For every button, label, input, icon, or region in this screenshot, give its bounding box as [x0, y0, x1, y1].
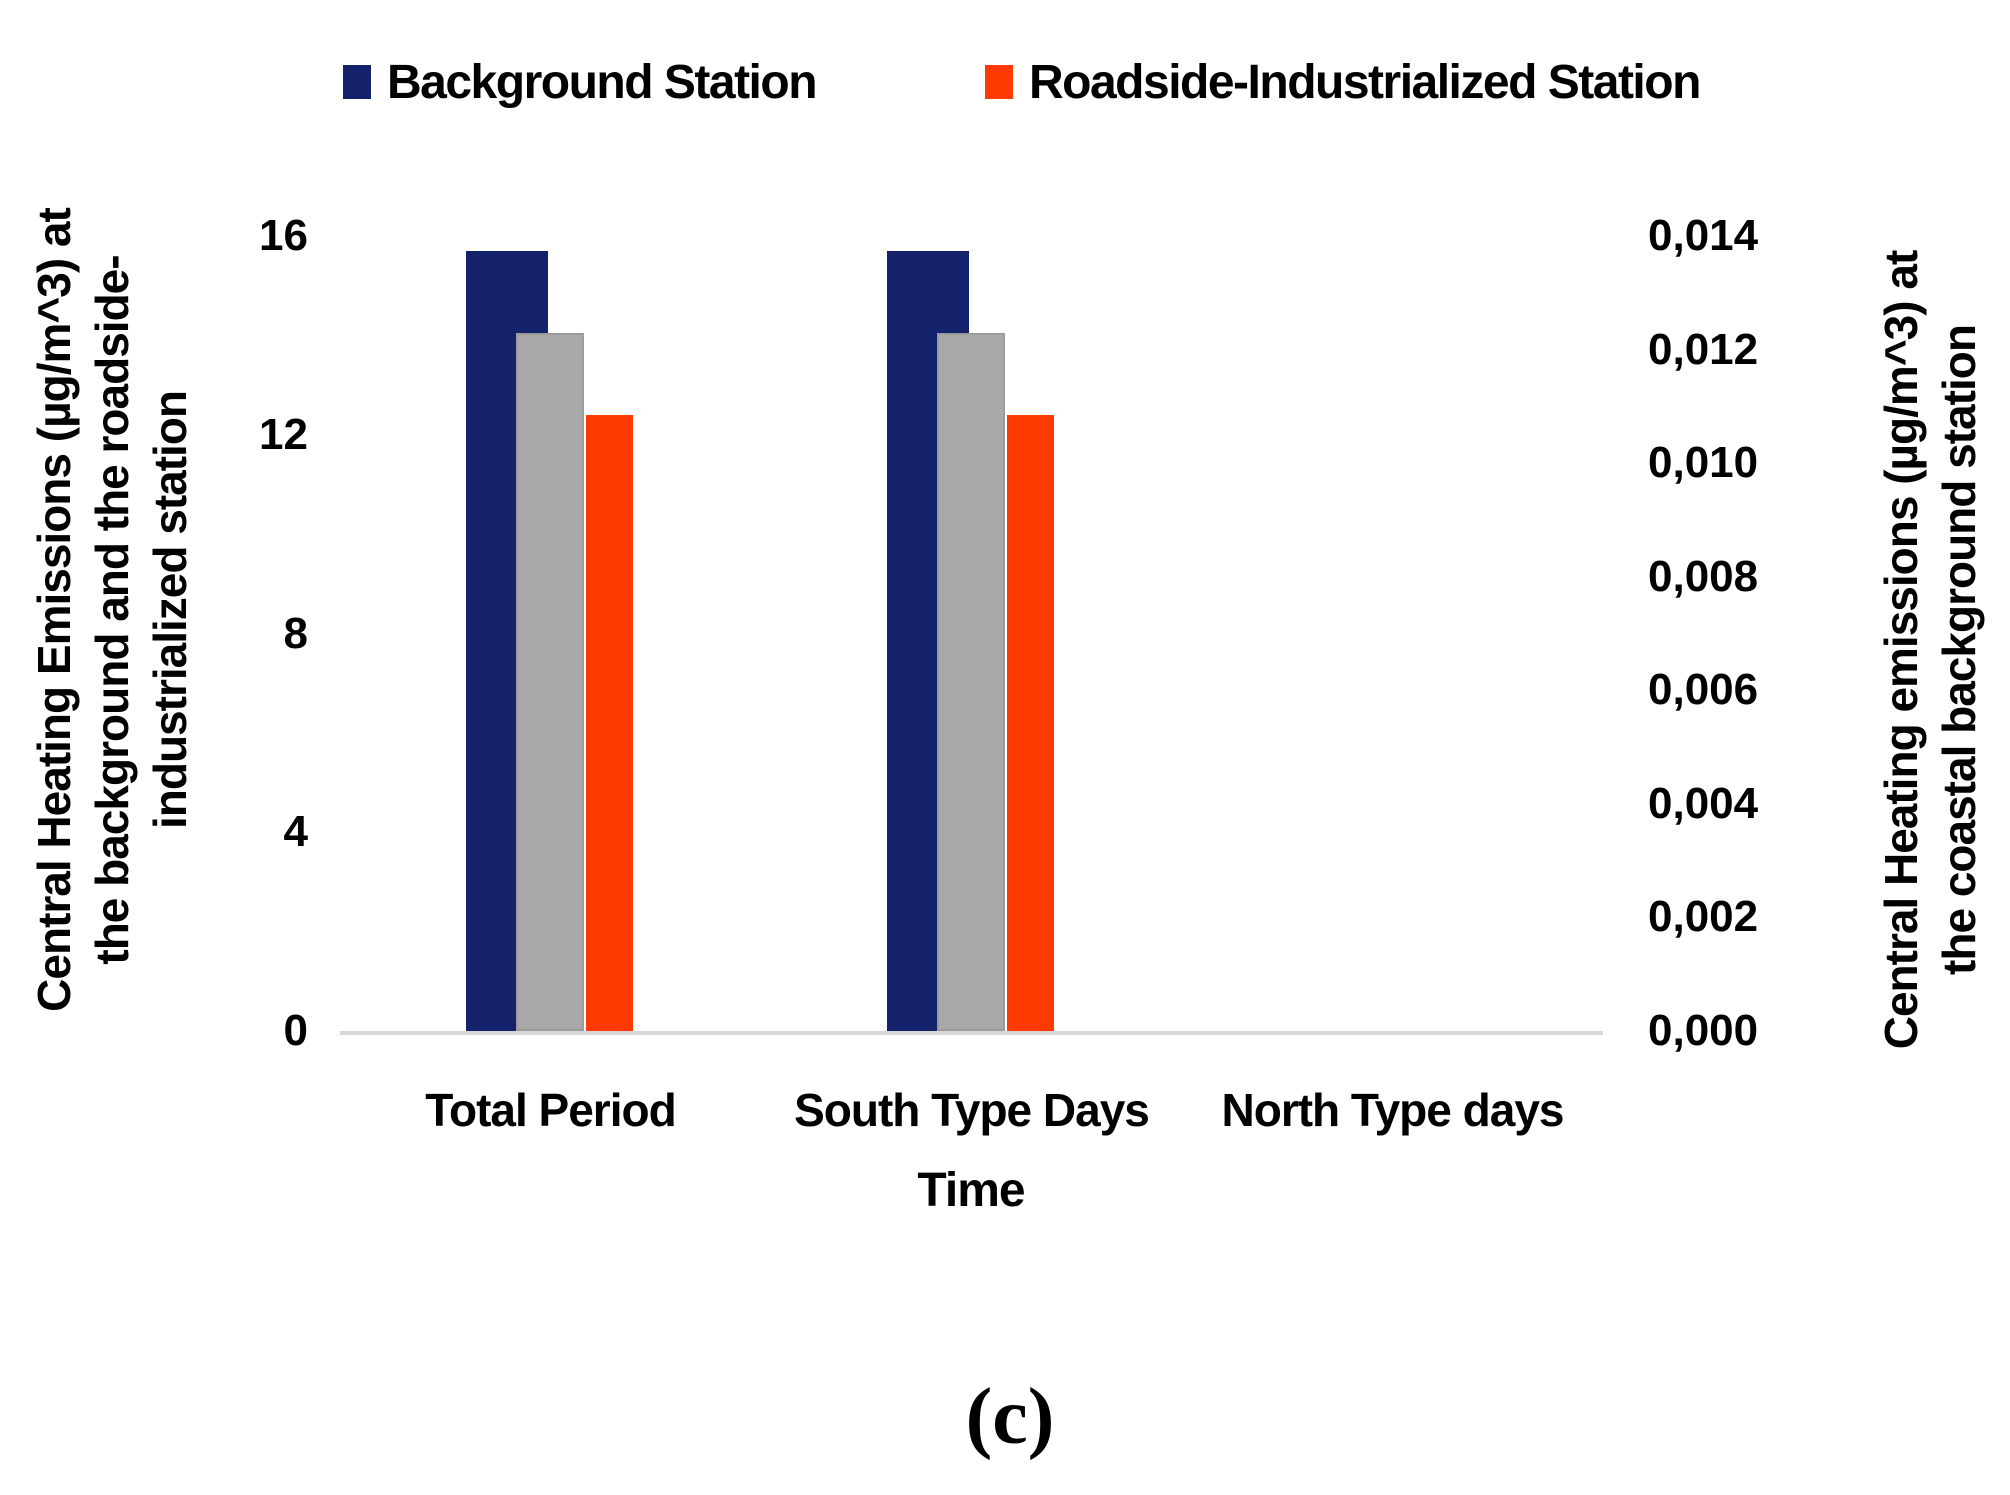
- legend-label-roadside-industrialized-station: Roadside-Industrialized Station: [1029, 55, 1701, 109]
- left-axis-title-line-2: the background and the roadside-: [86, 255, 138, 965]
- x-axis-title: Time: [917, 1164, 1025, 1217]
- x-axis-category-label: South Type Days: [794, 1084, 1150, 1136]
- legend-swatch-roadside-industrialized-station: [985, 65, 1013, 99]
- bar-series2-cat2: [937, 332, 1005, 1031]
- bar-series3-cat2: [1007, 414, 1054, 1031]
- right-axis-tick-label: 0,012: [1648, 324, 1759, 374]
- left-axis-tick-label: 16: [259, 211, 308, 260]
- right-axis-tick-label: 0,008: [1648, 551, 1759, 601]
- right-axis-tick-label: 0,006: [1648, 665, 1759, 715]
- legend-item-background-station: Background Station: [343, 50, 818, 114]
- x-axis-category-label: North Type days: [1221, 1084, 1565, 1136]
- x-axis-category-label: Total Period: [425, 1084, 676, 1136]
- legend-swatch-background-station: [343, 65, 371, 99]
- legend-item-roadside-industrialized-station: Roadside-Industrialized Station: [985, 50, 1701, 114]
- left-axis-tick-label: 8: [283, 608, 308, 658]
- right-axis-title-line-2: the coastal background station: [1933, 325, 1985, 975]
- left-axis-title-line-1: Central Heating Emissions (µg/m^3) at: [28, 208, 80, 1012]
- right-axis-tick-label: 0,000: [1648, 1006, 1759, 1055]
- right-axis-tick-label: 0,004: [1648, 778, 1759, 828]
- left-axis-tick-label: 4: [283, 807, 308, 857]
- right-axis-tick-label: 0,010: [1648, 438, 1759, 488]
- left-axis-tick-label: 0: [283, 1006, 308, 1055]
- right-axis-tick-label: 0,002: [1648, 892, 1759, 942]
- x-axis-line: [340, 1031, 1603, 1035]
- right-axis-title-line-1: Central Heating emissions (µg/m^3) at: [1875, 250, 1927, 1050]
- right-axis-title: Central Heating emissions (µg/m^3) at th…: [1872, 50, 1988, 1250]
- right-axis-tick-label: 0,014: [1648, 211, 1759, 260]
- bar-series2-cat1: [516, 332, 584, 1031]
- left-axis-tick-label: 12: [259, 409, 308, 459]
- legend-label-background-station: Background Station: [387, 55, 818, 109]
- bar-series3-cat1: [586, 414, 633, 1031]
- figure-caption: (c): [965, 1373, 1055, 1461]
